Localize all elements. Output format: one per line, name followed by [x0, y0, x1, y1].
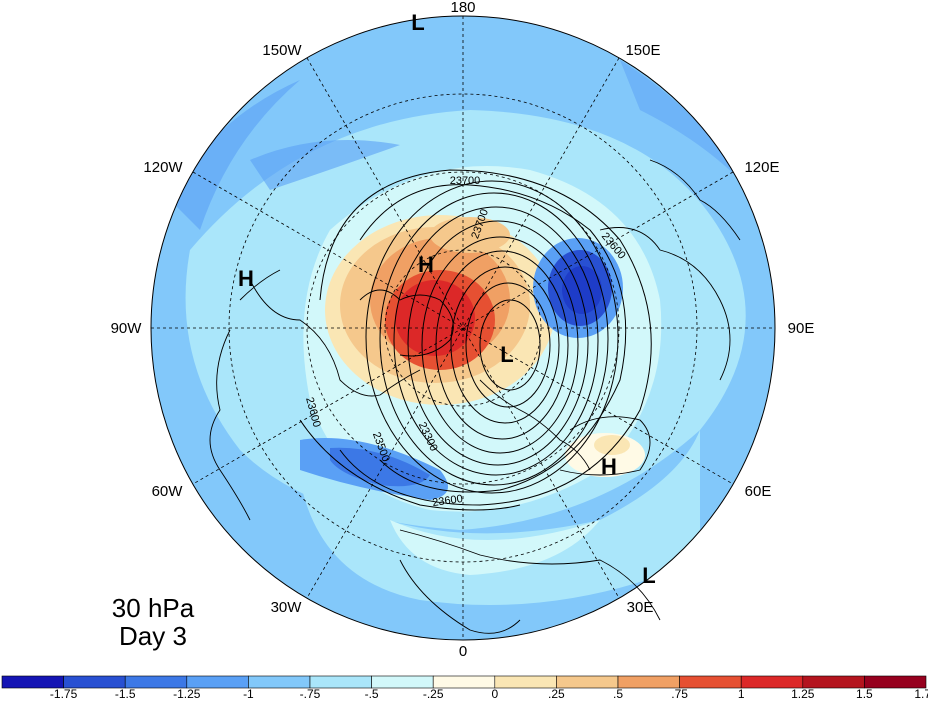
lon-label-90e: 90E: [788, 320, 815, 337]
low-center: L: [642, 563, 655, 588]
colorbar-swatch: [864, 675, 927, 689]
lon-label-150w: 150W: [262, 42, 302, 59]
colorbar: -1.75 -1.5 -1.25 -1 -.75 -.5 -.25 0 .25 .5 .75 1 1.2…: [1, 675, 928, 701]
colorbar-tick-label: -1.75: [50, 687, 78, 701]
colorbar-tick-label: -1.25: [173, 687, 201, 701]
colorbar-tick-label: 0: [491, 687, 498, 701]
lon-label-150e: 150E: [625, 42, 660, 59]
level-label: 30 hPa: [112, 593, 195, 623]
lon-label-180: 180: [450, 0, 475, 16]
colorbar-tick-label: .25: [548, 687, 565, 701]
colorbar-tick-label: 1.5: [856, 687, 873, 701]
longitude-labels: 180 150E 120E 90E 60E 30E 0 30W 60W 90W …: [111, 0, 815, 660]
colorbar-tick-label: -.25: [423, 687, 444, 701]
lon-label-30e: 30E: [627, 599, 654, 616]
lon-label-30w: 30W: [271, 599, 303, 616]
colorbar-swatch: [679, 675, 742, 689]
map-boundary: [150, 15, 776, 641]
colorbar-tick-label: .75: [671, 687, 688, 701]
lon-label-60w: 60W: [152, 483, 184, 500]
colorbar-tick-label: -.75: [300, 687, 321, 701]
pressure-centers: L H H L H L: [238, 10, 656, 588]
lon-label-60e: 60E: [745, 483, 772, 500]
colorbar-tick-label: 1.25: [791, 687, 815, 701]
colorbar-tick-label: -1: [243, 687, 254, 701]
high-center: H: [238, 266, 254, 291]
colorbar-tick-label: -1.5: [115, 687, 136, 701]
coastlines: [209, 159, 741, 634]
colorbar-tick-label: 1: [738, 687, 745, 701]
colorbar-swatch: [556, 675, 619, 689]
shaded-field: [151, 16, 775, 640]
day-label: Day 3: [119, 621, 187, 651]
lon-label-120w: 120W: [143, 159, 183, 176]
low-center: L: [500, 342, 513, 367]
colorbar-tick-label: -.5: [365, 687, 379, 701]
graticule: [151, 16, 775, 640]
lon-label-120e: 120E: [744, 159, 779, 176]
colorbar-tick-label: .5: [613, 687, 623, 701]
lon-label-0: 0: [459, 643, 467, 660]
geopotential-contours: [299, 169, 652, 511]
contour-label: 23600: [432, 493, 464, 509]
lon-label-90w: 90W: [111, 320, 143, 337]
colorbar-tick-label: 1.75: [914, 687, 928, 701]
high-center: H: [601, 454, 617, 479]
low-center: L: [411, 10, 424, 35]
contour-label: 23700: [450, 175, 481, 187]
high-center: H: [418, 252, 434, 277]
